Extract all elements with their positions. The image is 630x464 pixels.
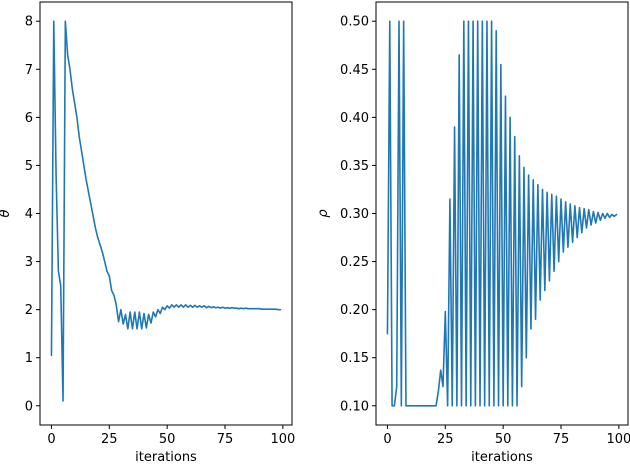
right-series-line-0 — [386, 20, 618, 407]
right-x-tick-label: 50 — [495, 432, 512, 447]
right-y-tick-label: 0.15 — [340, 351, 369, 366]
right-y-tick-label: 0.50 — [340, 15, 369, 30]
left-y-tick-label: 3 — [25, 255, 33, 270]
left-x-tick-label: 0 — [47, 432, 55, 447]
left-x-axis-label: iterations — [135, 450, 197, 464]
left-series-line-0 — [50, 20, 282, 402]
right-x-tick-label: 0 — [383, 432, 391, 447]
right-y-tick-label: 0.35 — [340, 159, 369, 174]
left-x-tick-label: 50 — [159, 432, 176, 447]
left-x-tick-label: 75 — [217, 432, 234, 447]
right-y-tick-label: 0.45 — [340, 63, 369, 78]
right-x-tick-label: 25 — [437, 432, 454, 447]
right-x-tick-label: 75 — [553, 432, 570, 447]
left-y-tick-label: 6 — [25, 111, 33, 126]
left-y-tick-label: 5 — [25, 159, 33, 174]
left-x-tick-label: 25 — [101, 432, 118, 447]
right-y-tick-label: 0.10 — [340, 399, 369, 414]
right-y-tick-label: 0.40 — [340, 111, 369, 126]
right-chart: 0 25 50 75 100 0.10 0.15 0.20 0.25 0.30 0.35 0.40 0.… — [316, 1, 630, 464]
left-y-tick-label: 8 — [25, 15, 33, 30]
left-y-tick-label: 1 — [25, 351, 33, 366]
right-y-tick-label: 0.25 — [340, 255, 369, 270]
left-y-tick-label: 2 — [25, 303, 33, 318]
left-y-tick-label: 0 — [25, 399, 33, 414]
left-y-tick-label: 7 — [25, 63, 33, 78]
right-x-axis-label: iterations — [471, 450, 533, 464]
right-y-axis-label: ρ — [316, 209, 331, 218]
left-axes-frame — [39, 1, 293, 426]
left-y-axis-label: θ — [0, 209, 13, 217]
left-chart: 0 25 50 75 100 0 1 2 3 4 5 6 7 8 iterations θ — [0, 1, 295, 464]
left-x-tick-label: 100 — [270, 432, 295, 447]
left-y-tick-label: 4 — [25, 207, 33, 222]
right-y-tick-label: 0.20 — [340, 303, 369, 318]
right-y-tick-label: 0.30 — [340, 207, 369, 222]
right-x-tick-label: 100 — [606, 432, 630, 447]
